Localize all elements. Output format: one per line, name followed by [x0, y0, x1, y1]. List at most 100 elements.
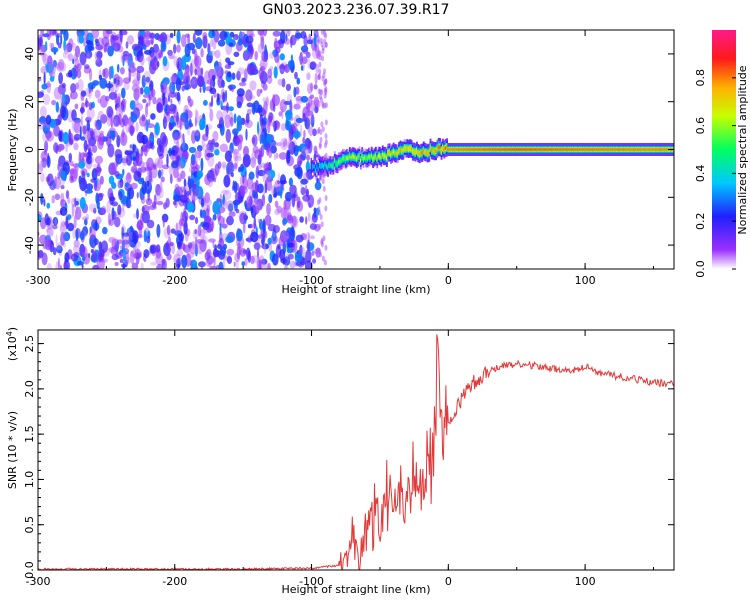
signal-cell [316, 164, 318, 169]
noise-blob [142, 98, 147, 104]
noise-blob [177, 257, 181, 268]
noise-blob [177, 160, 185, 170]
noise-blob [96, 51, 103, 58]
signal-cell [637, 148, 640, 151]
noise-blob [280, 207, 288, 220]
noise-blob [279, 63, 285, 75]
noise-blob [282, 141, 285, 148]
signal-cell [481, 148, 484, 151]
signal-cell [610, 148, 613, 151]
noise-blob [92, 242, 95, 250]
noise-blob [314, 181, 322, 191]
noise-blob [111, 237, 118, 246]
noise-blob [277, 172, 280, 181]
noise-blob [48, 54, 51, 68]
noise-blob [257, 183, 264, 194]
signal-cell [562, 148, 565, 151]
signal-cell [403, 146, 406, 151]
noise-blob [51, 99, 57, 106]
noise-blob [125, 41, 129, 49]
noise-blob [166, 240, 169, 251]
noise-blob [120, 132, 128, 147]
noise-blob [322, 185, 326, 192]
noise-blob [100, 114, 108, 124]
noise-blob [59, 95, 65, 104]
noise-blob [279, 249, 286, 261]
noise-blob [179, 222, 182, 235]
signal-cell [496, 148, 499, 151]
noise-blob [242, 249, 248, 255]
noise-blob [222, 194, 225, 206]
noise-blob [222, 110, 228, 120]
signal-cell [541, 148, 544, 151]
noise-blob [41, 53, 49, 63]
signal-cell [399, 147, 402, 152]
signal-cell [644, 148, 647, 151]
noise-blob [276, 124, 280, 131]
noise-blob [121, 87, 126, 99]
noise-blob [286, 214, 294, 224]
noise-blob [122, 248, 127, 262]
noise-blob [141, 114, 146, 122]
noise-blob [107, 143, 115, 158]
signal-cell [448, 148, 451, 151]
noise-blob [163, 202, 168, 210]
noise-blob [68, 69, 73, 78]
signal-cell [655, 148, 658, 151]
noise-blob [306, 72, 311, 81]
noise-blob [74, 45, 81, 58]
signal-cell [571, 148, 574, 151]
noise-blob [177, 81, 185, 86]
noise-blob [221, 223, 228, 229]
noise-blob [73, 214, 77, 229]
noise-blob [233, 150, 238, 162]
noise-blob [41, 83, 48, 90]
signal-cell [351, 154, 354, 159]
noise-blob [109, 196, 116, 202]
signal-cell [384, 154, 387, 158]
noise-blob [95, 44, 104, 51]
noise-blob [253, 216, 257, 230]
noise-blob [120, 67, 125, 75]
noise-blob [241, 261, 246, 267]
noise-blob [97, 98, 102, 104]
noise-blob [197, 224, 202, 237]
noise-blob [275, 152, 279, 159]
noise-blob [206, 204, 211, 213]
noise-blob [43, 199, 46, 207]
signal-cell [535, 148, 537, 151]
noise-blob [157, 169, 162, 179]
noise-blob [135, 153, 143, 167]
noise-blob [45, 62, 54, 74]
noise-blob [68, 152, 73, 163]
signal-cell [462, 148, 465, 151]
noise-blob [90, 156, 95, 163]
noise-blob [162, 144, 168, 157]
noise-blob [116, 134, 121, 148]
y-tick-label: 0 [23, 146, 36, 153]
noise-blob [209, 265, 218, 269]
noise-blob [79, 126, 82, 139]
noise-blob [60, 62, 67, 72]
noise-blob [219, 143, 228, 153]
noise-blob [187, 175, 191, 180]
noise-blob [236, 228, 243, 242]
noise-blob [199, 87, 202, 93]
noise-blob [295, 234, 304, 243]
noise-blob [321, 255, 325, 262]
signal-cell [581, 148, 584, 151]
noise-blob [63, 43, 69, 55]
noise-blob [236, 134, 243, 143]
y-tick-label: 1.0 [23, 471, 36, 489]
signal-cell [476, 148, 478, 151]
noise-blob [168, 147, 172, 157]
noise-blob [163, 122, 168, 127]
noise-blob [195, 110, 199, 124]
noise-blob [148, 118, 151, 125]
signal-cell [383, 154, 385, 158]
noise-blob [255, 179, 259, 194]
noise-blob [289, 130, 292, 143]
noise-blob [166, 224, 171, 236]
noise-blob [219, 222, 222, 235]
noise-blob [273, 225, 280, 233]
